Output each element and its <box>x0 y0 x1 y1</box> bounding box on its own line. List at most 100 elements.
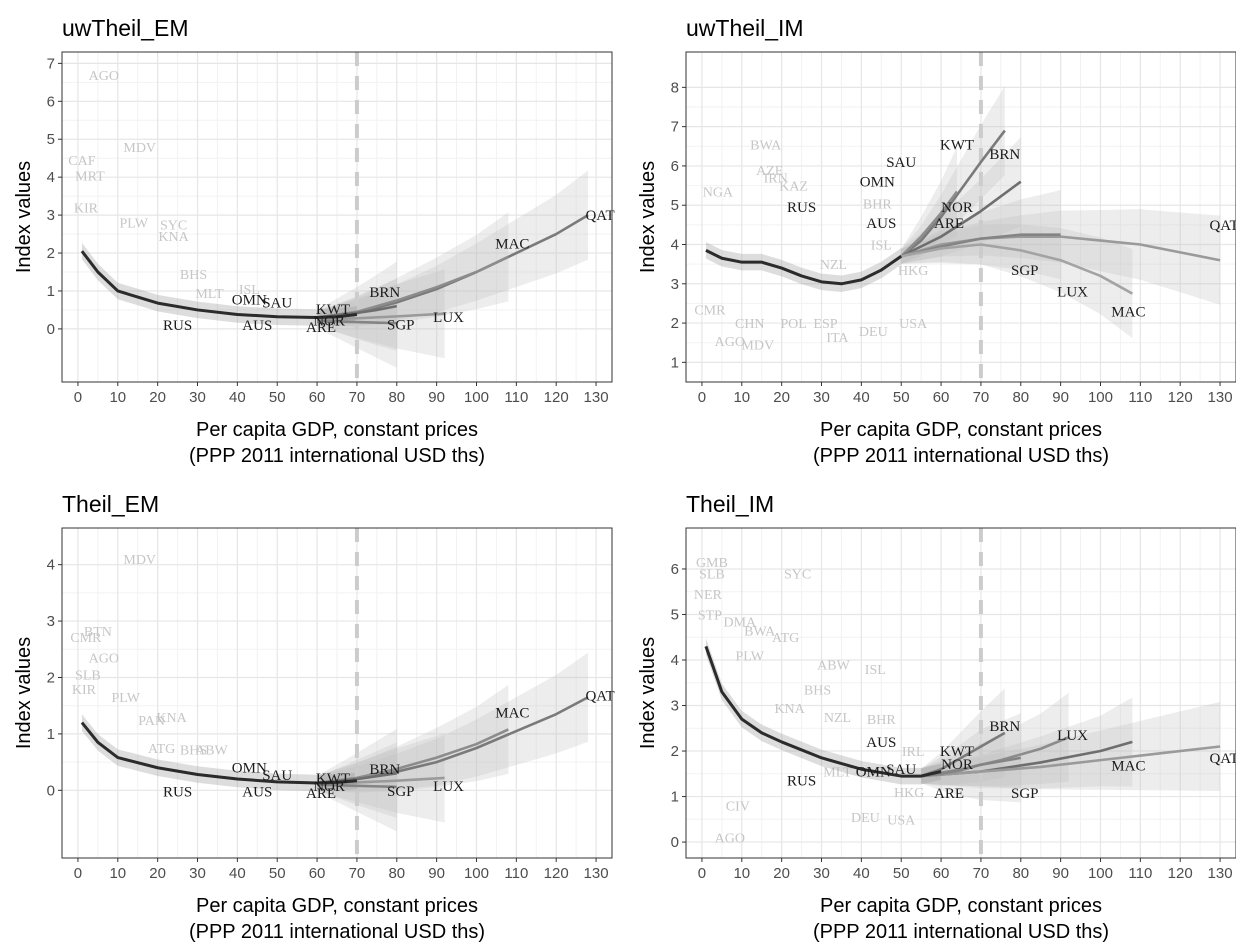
country-label-brn: BRN <box>989 719 1020 735</box>
y-tick-label: 3 <box>671 276 679 293</box>
x-tick-label: 30 <box>189 865 206 882</box>
country-label-kwt: KWT <box>940 744 974 760</box>
y-tick-label: 3 <box>47 613 55 630</box>
y-tick-label: 4 <box>47 557 55 574</box>
main-curve <box>704 645 942 778</box>
background-country-label: DEU <box>851 811 880 826</box>
country-label-omn: OMN <box>232 292 267 308</box>
x-tick-label: 10 <box>109 865 126 882</box>
y-tick-label: 2 <box>671 743 679 760</box>
main-curve <box>705 249 903 286</box>
background-country-label: MLT <box>195 287 224 302</box>
background-country-label: PAN <box>138 714 165 729</box>
background-country-label: AGO <box>715 832 745 847</box>
country-label-sau: SAU <box>262 295 292 311</box>
background-country-label: HKG <box>894 786 924 801</box>
country-label-sgp: SGP <box>387 317 415 333</box>
x-tick-label: 30 <box>813 389 830 406</box>
x-tick-label: 110 <box>1128 865 1152 882</box>
country-label-aus: AUS <box>242 318 272 334</box>
x-axis-title-line2: (PPP 2011 international USD ths) <box>189 445 485 467</box>
x-tick-label: 50 <box>269 389 286 406</box>
x-tick-label: 130 <box>584 389 609 406</box>
confidence-band <box>317 652 589 792</box>
y-axis-title: Index values <box>13 637 35 749</box>
chart-panel-uwtheil-em: 0 10 20 30 40 50 60 70 80 90 100 110 120 130 0 1 2 3 4 5 6 7 A… <box>13 15 615 467</box>
background-country-label: ABW <box>817 659 850 674</box>
y-tick-label: 4 <box>47 169 55 186</box>
background-country-label: KNA <box>158 230 189 245</box>
country-label-are: ARE <box>306 786 336 802</box>
country-label-sgp: SGP <box>387 784 415 800</box>
background-country-label: ABW <box>195 744 228 759</box>
country-label-lux: LUX <box>1057 728 1088 744</box>
x-axis-title-line2: (PPP 2011 international USD ths) <box>189 921 485 942</box>
country-label-qat: QAT <box>585 689 614 705</box>
x-tick-label: 20 <box>149 389 166 406</box>
y-tick-label: 1 <box>671 354 679 371</box>
y-tick-label: 7 <box>47 55 55 72</box>
plot-area: 0 10 20 30 40 50 60 70 80 90 100 110 120 130 0 1 2 3 4 5 6 7 A… <box>47 51 615 406</box>
country-label-qat: QAT <box>1209 751 1236 767</box>
background-country-label: BHR <box>863 197 892 212</box>
plot-border <box>685 51 1236 383</box>
country-label-nor: NOR <box>941 757 973 773</box>
confidence-band <box>921 713 1021 803</box>
background-country-label: NGA <box>703 185 734 200</box>
country-label-mac: MAC <box>1111 759 1145 775</box>
y-tick-label: 7 <box>671 119 679 136</box>
background-country-label: USA <box>899 317 928 332</box>
confidence-band <box>317 170 589 326</box>
country-label-mac: MAC <box>495 237 529 253</box>
series-line-brn <box>900 129 1006 258</box>
y-tick-label: 1 <box>47 726 55 743</box>
background-country-label: ATG <box>148 742 175 757</box>
background-country-label: SLB <box>699 568 725 583</box>
panel-title: Theil_IM <box>686 491 774 517</box>
y-tick-label: 0 <box>47 321 55 338</box>
series-line-lux <box>317 312 445 321</box>
country-label-brn: BRN <box>369 285 400 301</box>
x-tick-label: 120 <box>1168 389 1193 406</box>
country-label-kwt: KWT <box>940 137 974 153</box>
country-label-lux: LUX <box>1057 285 1088 301</box>
y-tick-label: 4 <box>671 652 679 669</box>
x-tick-label: 10 <box>733 865 750 882</box>
x-tick-label: 90 <box>428 389 445 406</box>
country-label-omn: OMN <box>232 761 267 777</box>
main-curve-band <box>81 714 357 792</box>
background-country-label: BHS <box>180 268 207 283</box>
background-country-label: AGO <box>89 69 119 84</box>
confidence-band <box>317 684 509 793</box>
plot-area: 0 10 20 30 40 50 60 70 80 90 100 110 120 130 0 1 2 3 4 5 6 GM… <box>671 527 1236 882</box>
panel-title: Theil_EM <box>62 491 159 517</box>
country-label-nor: NOR <box>313 779 345 795</box>
country-label-brn: BRN <box>989 147 1020 163</box>
y-tick-label: 2 <box>671 315 679 332</box>
background-country-label: ITA <box>826 331 849 346</box>
x-tick-label: 90 <box>1052 389 1069 406</box>
country-label-rus: RUS <box>787 774 816 790</box>
series-line-sgp <box>317 783 397 789</box>
plot-border <box>685 527 1236 859</box>
x-tick-label: 80 <box>1012 389 1029 406</box>
background-country-label: GMB <box>696 556 728 571</box>
background-country-label: PLW <box>119 217 148 232</box>
x-tick-label: 100 <box>1088 865 1113 882</box>
background-country-label: BWA <box>744 624 776 639</box>
x-tick-label: 100 <box>1088 389 1113 406</box>
background-country-label: HKG <box>898 264 928 279</box>
country-label-are: ARE <box>934 786 964 802</box>
background-country-label: MDV <box>123 553 156 568</box>
x-tick-label: 70 <box>973 865 990 882</box>
main-curve-band <box>705 638 942 785</box>
background-country-label: KIR <box>72 683 97 698</box>
y-axis-title: Index values <box>637 161 659 273</box>
y-tick-label: 0 <box>671 834 679 851</box>
x-tick-label: 130 <box>584 865 609 882</box>
x-tick-label: 60 <box>933 865 950 882</box>
country-label-nor: NOR <box>313 314 345 330</box>
x-tick-label: 0 <box>698 865 706 882</box>
x-tick-label: 40 <box>853 865 870 882</box>
